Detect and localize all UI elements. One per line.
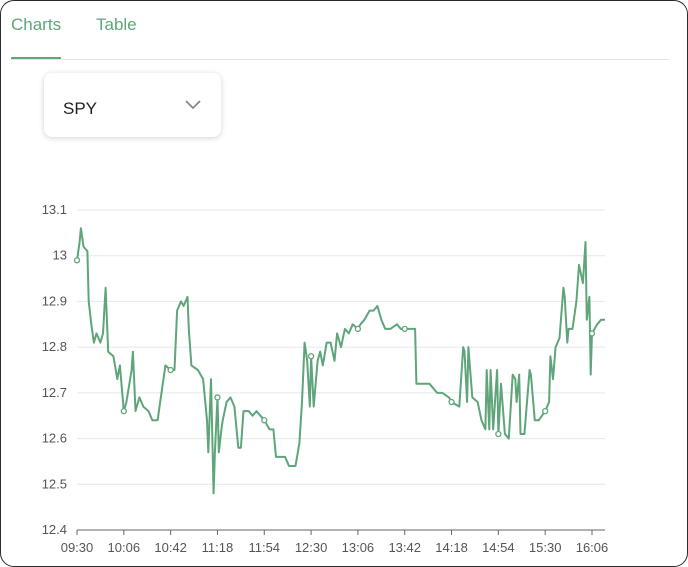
x-tick-label: 11:54 [248,540,280,555]
x-tick-label: 15:30 [529,540,562,555]
price-line [76,227,605,495]
chevron-icon [185,100,201,110]
point-marker [120,407,127,415]
symbol-dropdown[interactable]: SPY [44,73,221,137]
y-tick-label: 12.5 [42,476,67,491]
y-tick-label: 13 [53,248,67,263]
tab[interactable]: Charts [11,15,62,34]
y-tick-label: 12.7 [42,385,67,400]
point-marker [542,407,549,415]
x-tick-label: 12:30 [295,540,328,555]
x-tick-label: 11:18 [202,540,234,555]
x-tick-label: 14:54 [482,540,515,555]
y-tick-label: 12.4 [42,522,67,537]
point-marker [73,257,81,264]
x-tick-label: 16:06 [576,540,609,555]
point-marker [167,366,174,374]
point-marker [261,417,268,424]
y-tick-label: 12.9 [42,293,67,308]
x-tick-label: 09:30 [61,540,94,555]
x-tick-label: 13:06 [342,540,375,555]
x-tick-label: 10:42 [154,540,187,555]
y-tick-label: 13.1 [42,202,67,217]
point-marker [401,325,408,333]
y-tick-label: 12.8 [42,339,67,354]
x-tick-label: 14:18 [435,540,468,555]
divider [11,59,669,60]
point-marker [354,325,362,333]
point-marker [448,398,455,406]
point-marker [495,430,502,438]
tab[interactable]: Table [96,15,137,34]
point-marker [307,353,315,360]
dropdown-value: SPY [63,99,98,118]
active-tab-indicator [11,57,61,60]
point-marker [214,394,221,401]
y-tick-label: 12.6 [42,431,67,446]
point-marker [588,330,596,337]
x-tick-label: 10:06 [108,540,141,555]
x-tick-label: 13:42 [388,540,421,555]
